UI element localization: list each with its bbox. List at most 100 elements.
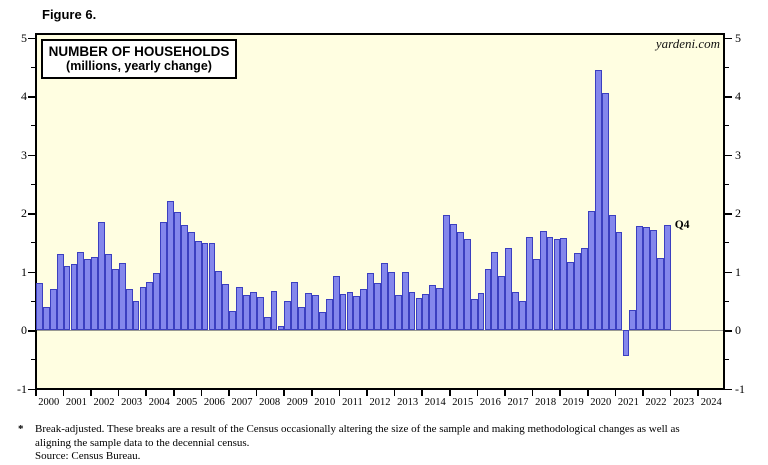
bar <box>539 230 547 330</box>
bar <box>622 330 630 357</box>
bar <box>663 225 671 330</box>
footnote-line-1: Break-adjusted. These breaks are a resul… <box>35 423 680 435</box>
bar <box>394 294 402 330</box>
y-tick-right <box>725 330 732 332</box>
y-tick-right <box>725 96 732 98</box>
bar <box>249 291 257 330</box>
bar <box>236 286 243 330</box>
x-tick <box>393 390 396 396</box>
x-tick <box>642 390 644 396</box>
bar <box>180 224 188 330</box>
bar <box>105 253 112 330</box>
bar <box>49 289 57 330</box>
y-minor-tick-right <box>725 300 729 302</box>
bar <box>318 312 326 330</box>
y-axis-label-right: 0 <box>735 323 741 337</box>
bar <box>270 291 278 330</box>
x-axis-label: 2018 <box>535 397 557 408</box>
x-tick <box>338 390 341 396</box>
bar <box>436 287 444 330</box>
y-minor-tick-right <box>725 183 729 185</box>
footnote-text: Break-adjusted. These breaks are a resul… <box>35 423 750 464</box>
bar <box>98 221 105 330</box>
footnote-source: Source: Census Bureau. <box>35 450 141 462</box>
chart-title: NUMBER OF HOUSEHOLDS <box>48 44 230 59</box>
x-tick <box>421 390 423 396</box>
bar <box>146 282 154 330</box>
bar <box>450 223 457 330</box>
x-axis-label: 2012 <box>369 397 391 408</box>
y-minor-tick-right <box>725 125 729 127</box>
zero-line <box>37 330 723 331</box>
bar <box>284 300 292 330</box>
chart-title-box: NUMBER OF HOUSEHOLDS (millions, yearly c… <box>41 39 237 79</box>
x-axis-label: 2008 <box>259 397 281 408</box>
y-tick-left <box>28 37 35 39</box>
x-axis-label: 2019 <box>562 397 584 408</box>
bar <box>443 214 450 330</box>
bar <box>139 287 147 330</box>
bar <box>36 283 43 330</box>
bar <box>298 307 306 330</box>
bar <box>567 261 575 330</box>
bar <box>111 268 119 330</box>
x-tick <box>35 390 37 396</box>
bar <box>339 293 347 330</box>
y-minor-tick-right <box>725 242 729 244</box>
x-axis-label: 2016 <box>479 397 501 408</box>
bar <box>91 256 99 330</box>
y-axis-label-right: 4 <box>735 89 741 103</box>
bar <box>470 299 478 330</box>
bar <box>498 276 506 330</box>
bar <box>477 292 485 330</box>
x-axis-label: 2000 <box>38 397 60 408</box>
bar <box>643 227 651 330</box>
bar <box>491 252 499 330</box>
bar <box>553 239 561 330</box>
x-tick <box>200 390 203 396</box>
x-tick <box>90 390 92 396</box>
watermark-yardeni: yardeni.com <box>655 36 720 51</box>
x-tick <box>697 390 699 396</box>
x-tick <box>614 390 617 396</box>
bar <box>601 93 609 330</box>
bar <box>525 236 533 330</box>
y-axis-label-right: 3 <box>735 147 741 162</box>
bar <box>160 221 168 330</box>
x-tick <box>228 390 230 396</box>
bar <box>546 236 554 330</box>
bar <box>187 231 195 330</box>
footnote-line-2: aligning the sample data to the decennia… <box>35 436 250 449</box>
x-axis-label: 2010 <box>314 397 336 408</box>
y-axis-label-right: 2 <box>735 206 741 220</box>
y-tick-right <box>725 37 732 39</box>
y-axis-label-left: 4 <box>21 89 27 103</box>
x-tick <box>173 390 175 396</box>
x-tick <box>531 390 534 396</box>
y-tick-left <box>28 271 35 273</box>
y-axis-label-left: 0 <box>21 323 27 337</box>
bar <box>532 259 540 330</box>
x-axis-label: 2002 <box>93 397 115 408</box>
bar <box>594 69 602 330</box>
y-minor-tick-right <box>725 359 729 361</box>
x-tick <box>559 390 561 396</box>
last-bar-annotation: Q4 <box>674 219 690 232</box>
y-axis-label-right: -1 <box>735 381 745 396</box>
bar <box>229 310 237 330</box>
y-minor-tick-left <box>31 242 35 244</box>
y-tick-left <box>28 388 35 390</box>
y-axis-label-right: 1 <box>735 264 741 279</box>
bar <box>374 283 381 330</box>
bar <box>263 316 271 330</box>
bar <box>353 296 361 330</box>
bar <box>629 309 637 330</box>
y-tick-left <box>28 154 35 156</box>
y-tick-right <box>725 154 732 156</box>
bar <box>174 211 181 330</box>
y-minor-tick-left <box>31 300 35 302</box>
bar <box>581 248 588 330</box>
bar <box>118 262 126 330</box>
bar <box>512 291 519 330</box>
y-tick-right <box>725 271 732 273</box>
